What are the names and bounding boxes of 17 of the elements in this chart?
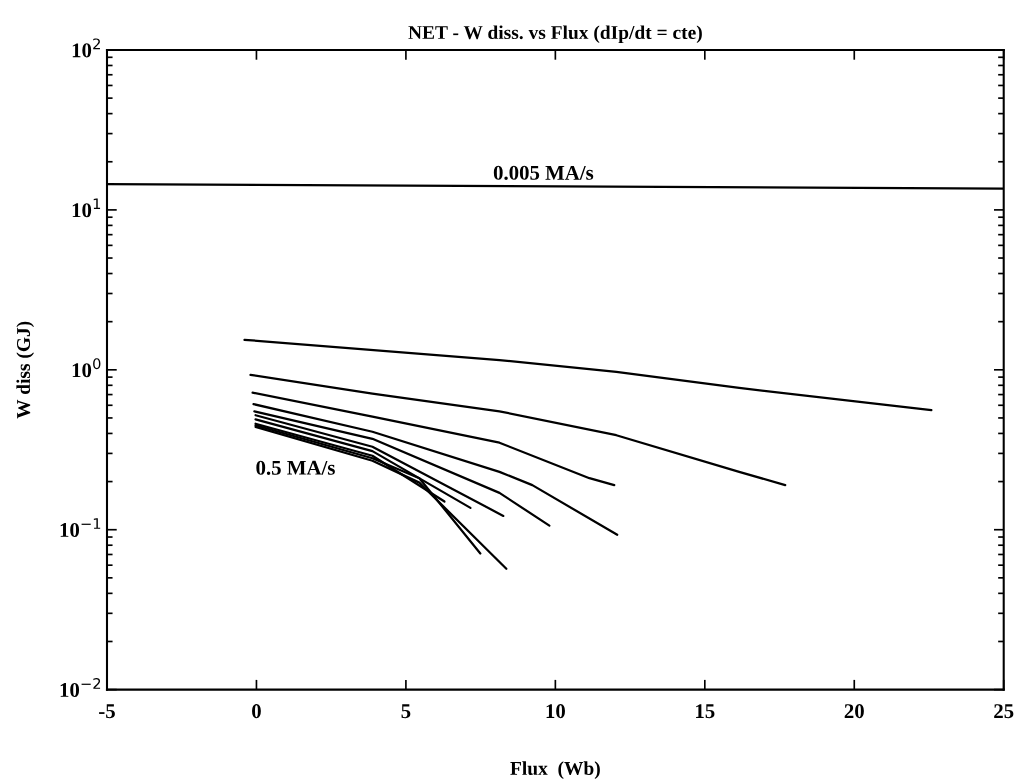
chart-title: NET - W diss. vs Flux (dIp/dt = cte) — [408, 25, 702, 44]
y-tick-label: 10$^{1}$ — [72, 198, 101, 218]
x-tick-label: -5 — [99, 704, 115, 719]
series-label: 0.5 MA/s — [256, 460, 335, 475]
x-axis-title: Flux (Wb) — [510, 761, 600, 779]
y-tick-label: 10$^{2}$ — [72, 38, 100, 58]
x-tick-label: 20 — [844, 704, 864, 719]
x-tick-label: 5 — [401, 704, 411, 719]
annotation: 0.005 MA/s — [493, 165, 594, 180]
y-tick-label: 10$^{−2}$ — [60, 678, 101, 698]
y-tick-label: 10$^{0}$ — [72, 358, 101, 378]
y-axis-title: W diss (GJ) — [16, 321, 35, 419]
y-tick-label: 10$^{−1}$ — [60, 518, 101, 538]
x-tick-label: 25 — [994, 704, 1014, 719]
x-tick-label: 10 — [546, 704, 565, 719]
x-tick-label: 0 — [252, 704, 261, 719]
x-tick-label: 15 — [696, 704, 715, 719]
